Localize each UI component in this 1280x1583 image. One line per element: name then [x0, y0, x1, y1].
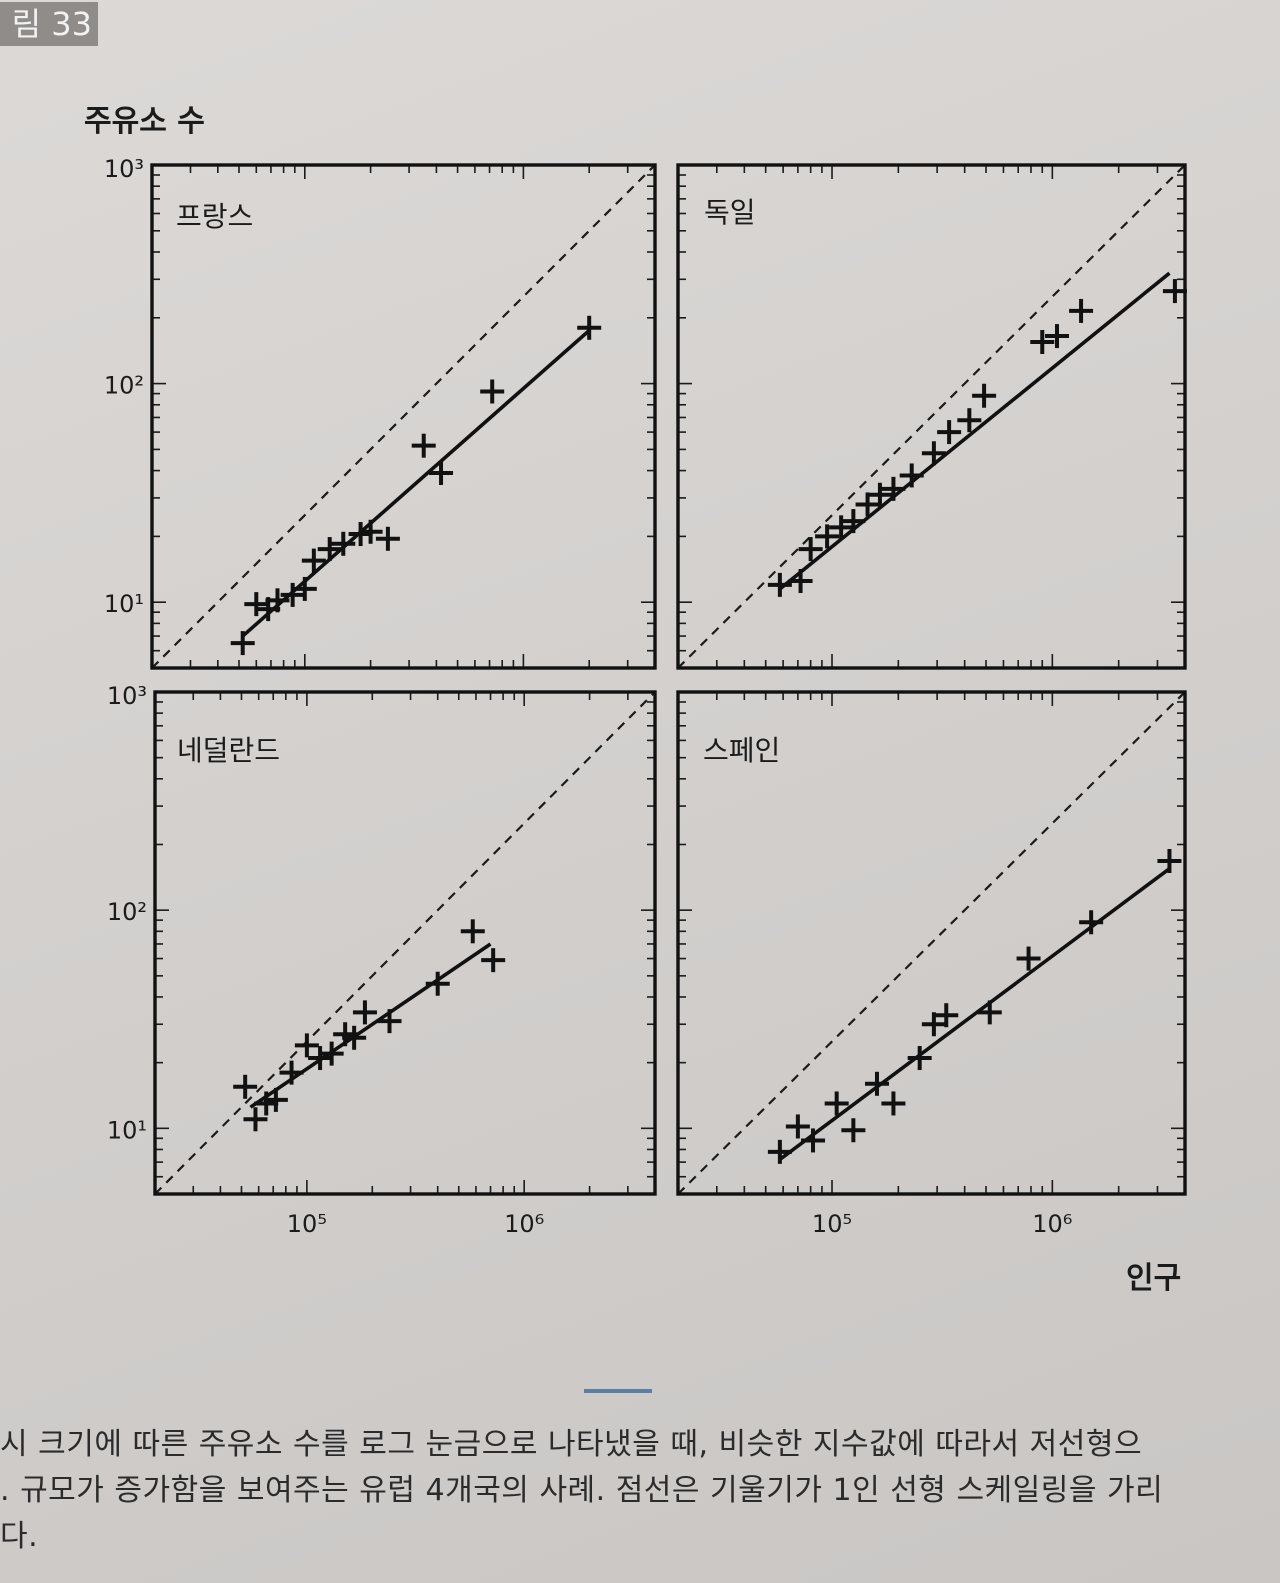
data-point — [1157, 849, 1182, 874]
data-point — [864, 1071, 889, 1096]
y-tick-label: 10¹ — [104, 590, 144, 618]
data-point — [1079, 910, 1104, 935]
data-point — [280, 582, 305, 607]
panel-frame — [150, 163, 657, 670]
data-point — [899, 463, 924, 488]
data-point — [358, 519, 383, 544]
data-point — [921, 1012, 946, 1037]
data-point — [308, 1046, 333, 1071]
data-point — [265, 588, 290, 613]
y-tick-label: 10³ — [107, 682, 147, 710]
data-point — [377, 1009, 402, 1034]
data-point — [460, 919, 485, 944]
fit-line — [778, 271, 1171, 591]
data-point — [1016, 946, 1041, 971]
data-point — [1069, 298, 1094, 323]
data-point — [798, 537, 823, 562]
panel-frame — [153, 690, 657, 1196]
data-point — [292, 576, 317, 601]
data-point — [829, 515, 854, 540]
data-point — [921, 441, 946, 466]
data-point — [342, 1025, 367, 1050]
data-point — [855, 492, 880, 517]
x-axis-title: 인구 — [1126, 1261, 1181, 1296]
data-point — [375, 526, 400, 551]
fit-line — [249, 942, 492, 1109]
data-point — [937, 420, 962, 445]
data-point — [301, 548, 326, 573]
data-point — [767, 1139, 792, 1164]
data-point — [977, 1000, 1002, 1025]
y-tick-label: 10¹ — [107, 1116, 147, 1144]
data-point — [352, 1000, 377, 1025]
data-point — [972, 383, 997, 408]
figure-caption: 시 크기에 따른 주유소 수를 로그 눈금으로 나타냈을 때, 비슷한 지수값에… — [0, 1422, 1280, 1560]
data-point — [331, 531, 356, 556]
panel-3: 네덜란드 10¹ 10² 10³ 10⁵ 10⁶ — [107, 682, 657, 1238]
data-point — [788, 569, 813, 594]
data-point — [867, 482, 892, 507]
data-point — [481, 948, 506, 973]
data-point — [263, 1087, 288, 1112]
caption-line-1: 시 크기에 따른 주유소 수를 로그 눈금으로 나타냈을 때, 비슷한 지수값에… — [0, 1427, 1143, 1462]
y-tick-label: 10² — [104, 372, 144, 400]
data-point — [480, 379, 505, 404]
caption-line-2: . 규모가 증가함을 보여주는 유럽 4개국의 사례. 점선은 기울기가 1인 … — [0, 1473, 1164, 1508]
data-point — [841, 509, 866, 534]
data-point — [317, 537, 342, 562]
data-point — [348, 522, 373, 547]
fit-line — [241, 329, 591, 638]
data-point — [767, 572, 792, 597]
reference-line — [677, 691, 1186, 1195]
data-point — [411, 433, 436, 458]
panel-1: 프랑스 10¹ 10² 10³ — [104, 155, 657, 670]
data-point — [319, 1041, 344, 1066]
data-point — [230, 631, 255, 656]
x-tick-label: 10⁵ — [287, 1210, 327, 1238]
data-point — [907, 1046, 932, 1071]
panel-frame — [676, 163, 1187, 670]
data-point — [824, 1091, 849, 1116]
panel-title: 프랑스 — [176, 200, 253, 233]
data-point — [429, 460, 454, 485]
data-point — [841, 1118, 866, 1143]
x-tick-label: 10⁶ — [1032, 1210, 1072, 1238]
panel-4: 스페인 10⁵ 10⁶ — [676, 690, 1187, 1238]
y-tick-label: 10² — [107, 898, 147, 926]
data-point — [934, 1003, 959, 1028]
data-point — [243, 1107, 268, 1132]
reference-line — [677, 164, 1186, 669]
data-point — [425, 971, 450, 996]
data-point — [801, 1128, 826, 1153]
data-point — [1030, 329, 1055, 354]
data-point — [279, 1060, 304, 1085]
caption-line-3: 다. — [0, 1519, 39, 1554]
data-point — [881, 1091, 906, 1116]
data-point — [881, 476, 906, 501]
x-tick-label: 10⁵ — [812, 1210, 852, 1238]
data-point — [957, 408, 982, 433]
caption-divider — [584, 1389, 652, 1393]
x-tick-label: 10⁶ — [504, 1210, 544, 1238]
panel-2: 독일 — [676, 163, 1187, 670]
reference-line — [154, 691, 656, 1195]
y-axis-title: 주유소 수 — [84, 104, 205, 139]
data-point — [577, 315, 602, 340]
data-point — [1162, 279, 1187, 304]
panel-frame — [676, 690, 1187, 1196]
data-point — [294, 1033, 319, 1058]
data-point — [815, 524, 840, 549]
data-point — [1045, 324, 1070, 349]
reference-line — [151, 164, 656, 669]
data-point — [244, 592, 269, 617]
fit-line — [778, 867, 1171, 1161]
panel-title: 네덜란드 — [177, 734, 280, 767]
panel-title: 스페인 — [703, 734, 780, 767]
y-tick-label: 10³ — [104, 155, 144, 183]
data-point — [785, 1114, 810, 1139]
figure-number-label: 림 33 — [0, 2, 98, 46]
data-point — [233, 1074, 258, 1099]
panel-title: 독일 — [704, 196, 756, 229]
